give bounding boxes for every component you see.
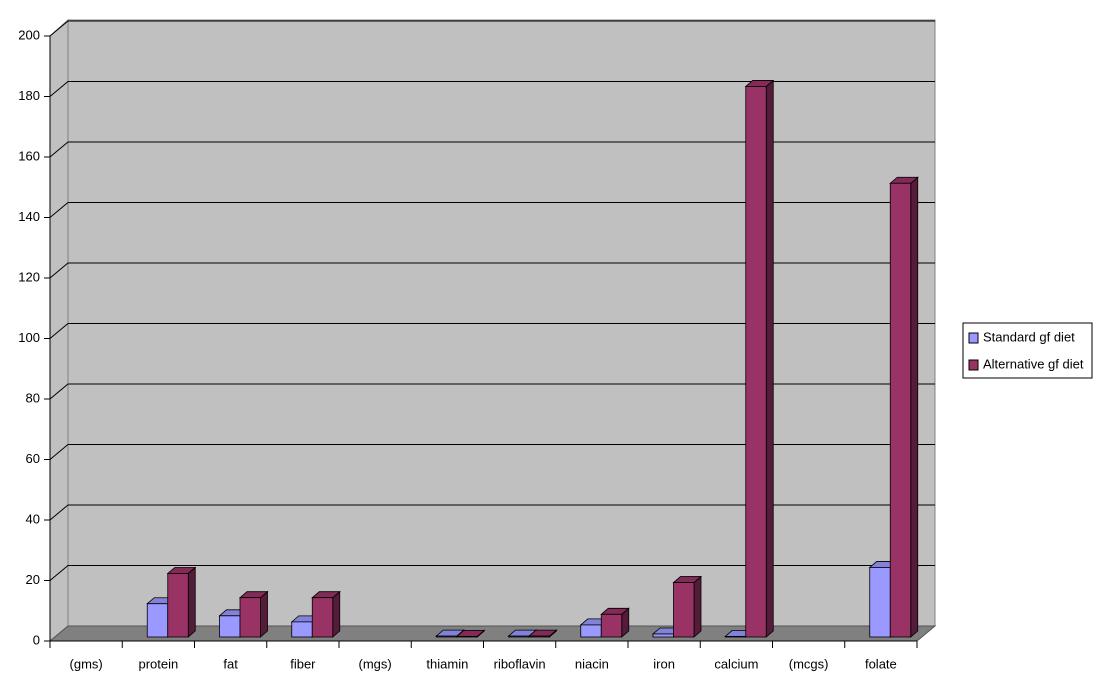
bar (889, 176, 919, 638)
bar-front (239, 597, 261, 638)
bar-front (311, 597, 334, 638)
bar-front (528, 635, 550, 638)
bar-front (673, 582, 695, 638)
x-tick-label: fat (223, 656, 238, 671)
bar-side (260, 590, 268, 638)
grid-line (49, 20, 935, 37)
bar (600, 607, 630, 638)
bar-side (693, 575, 702, 638)
bar (744, 79, 775, 638)
x-tick-label: (gms) (70, 656, 103, 671)
grid-line (49, 323, 935, 339)
grid-line (49, 81, 935, 97)
bar-front (508, 635, 530, 638)
x-tick-label: niacin (575, 656, 609, 671)
y-tick-label: 160 (18, 148, 40, 163)
legend (962, 322, 1093, 379)
bar (311, 590, 341, 638)
bar (238, 590, 269, 638)
y-tick-label: 100 (18, 330, 40, 345)
y-tick-label: 20 (26, 572, 40, 587)
bar (166, 566, 197, 638)
bar (455, 629, 486, 638)
grid-line (49, 444, 935, 460)
bar-front (745, 86, 767, 638)
bar-front (146, 603, 169, 638)
bar-front (291, 621, 313, 638)
x-tick-label: (mgs) (359, 656, 392, 671)
y-tick-label: 0 (33, 632, 40, 647)
x-tick-label: protein (139, 656, 179, 671)
bar-side (765, 79, 774, 638)
bar-front (600, 613, 623, 638)
bar (527, 629, 558, 638)
y-tick-label: 40 (26, 511, 40, 526)
legend-swatch (968, 332, 979, 344)
grid-line (49, 141, 935, 158)
bar-front (869, 567, 891, 638)
grid-line (49, 383, 935, 400)
bar-front (580, 624, 602, 638)
grid-line (49, 262, 935, 279)
bar-front (724, 635, 747, 638)
bar-side (910, 176, 919, 638)
y-tick-label: 180 (18, 88, 40, 103)
y-tick-label: 60 (26, 451, 40, 466)
legend-label: Standard gf diet (983, 329, 1075, 344)
x-tick-label: (mcgs) (789, 656, 829, 671)
grid-line (49, 565, 935, 581)
x-tick-label: thiamin (426, 656, 468, 671)
bar-side (187, 566, 196, 638)
bar (672, 575, 703, 638)
bar-front (435, 635, 458, 638)
bar-front (219, 615, 241, 638)
grid-line (49, 504, 935, 521)
x-tick-label: riboflavin (494, 656, 546, 671)
legend-label: Alternative gf diet (983, 356, 1084, 371)
x-tick-label: calcium (714, 656, 758, 671)
bar-side (332, 590, 341, 638)
grid-line (49, 202, 935, 218)
y-tick-label: 120 (18, 269, 40, 284)
y-tick-label: 140 (18, 209, 40, 224)
x-tick-label: iron (653, 656, 675, 671)
y-tick-label: 80 (26, 390, 40, 405)
bar-front (652, 633, 674, 638)
legend-swatch (968, 359, 979, 371)
x-tick-label: fiber (290, 656, 316, 671)
bar-front (456, 635, 478, 638)
bar-front (167, 573, 189, 638)
y-tick-label: 200 (18, 27, 40, 42)
bar-front (889, 182, 912, 638)
x-tick-label: folate (865, 656, 897, 671)
